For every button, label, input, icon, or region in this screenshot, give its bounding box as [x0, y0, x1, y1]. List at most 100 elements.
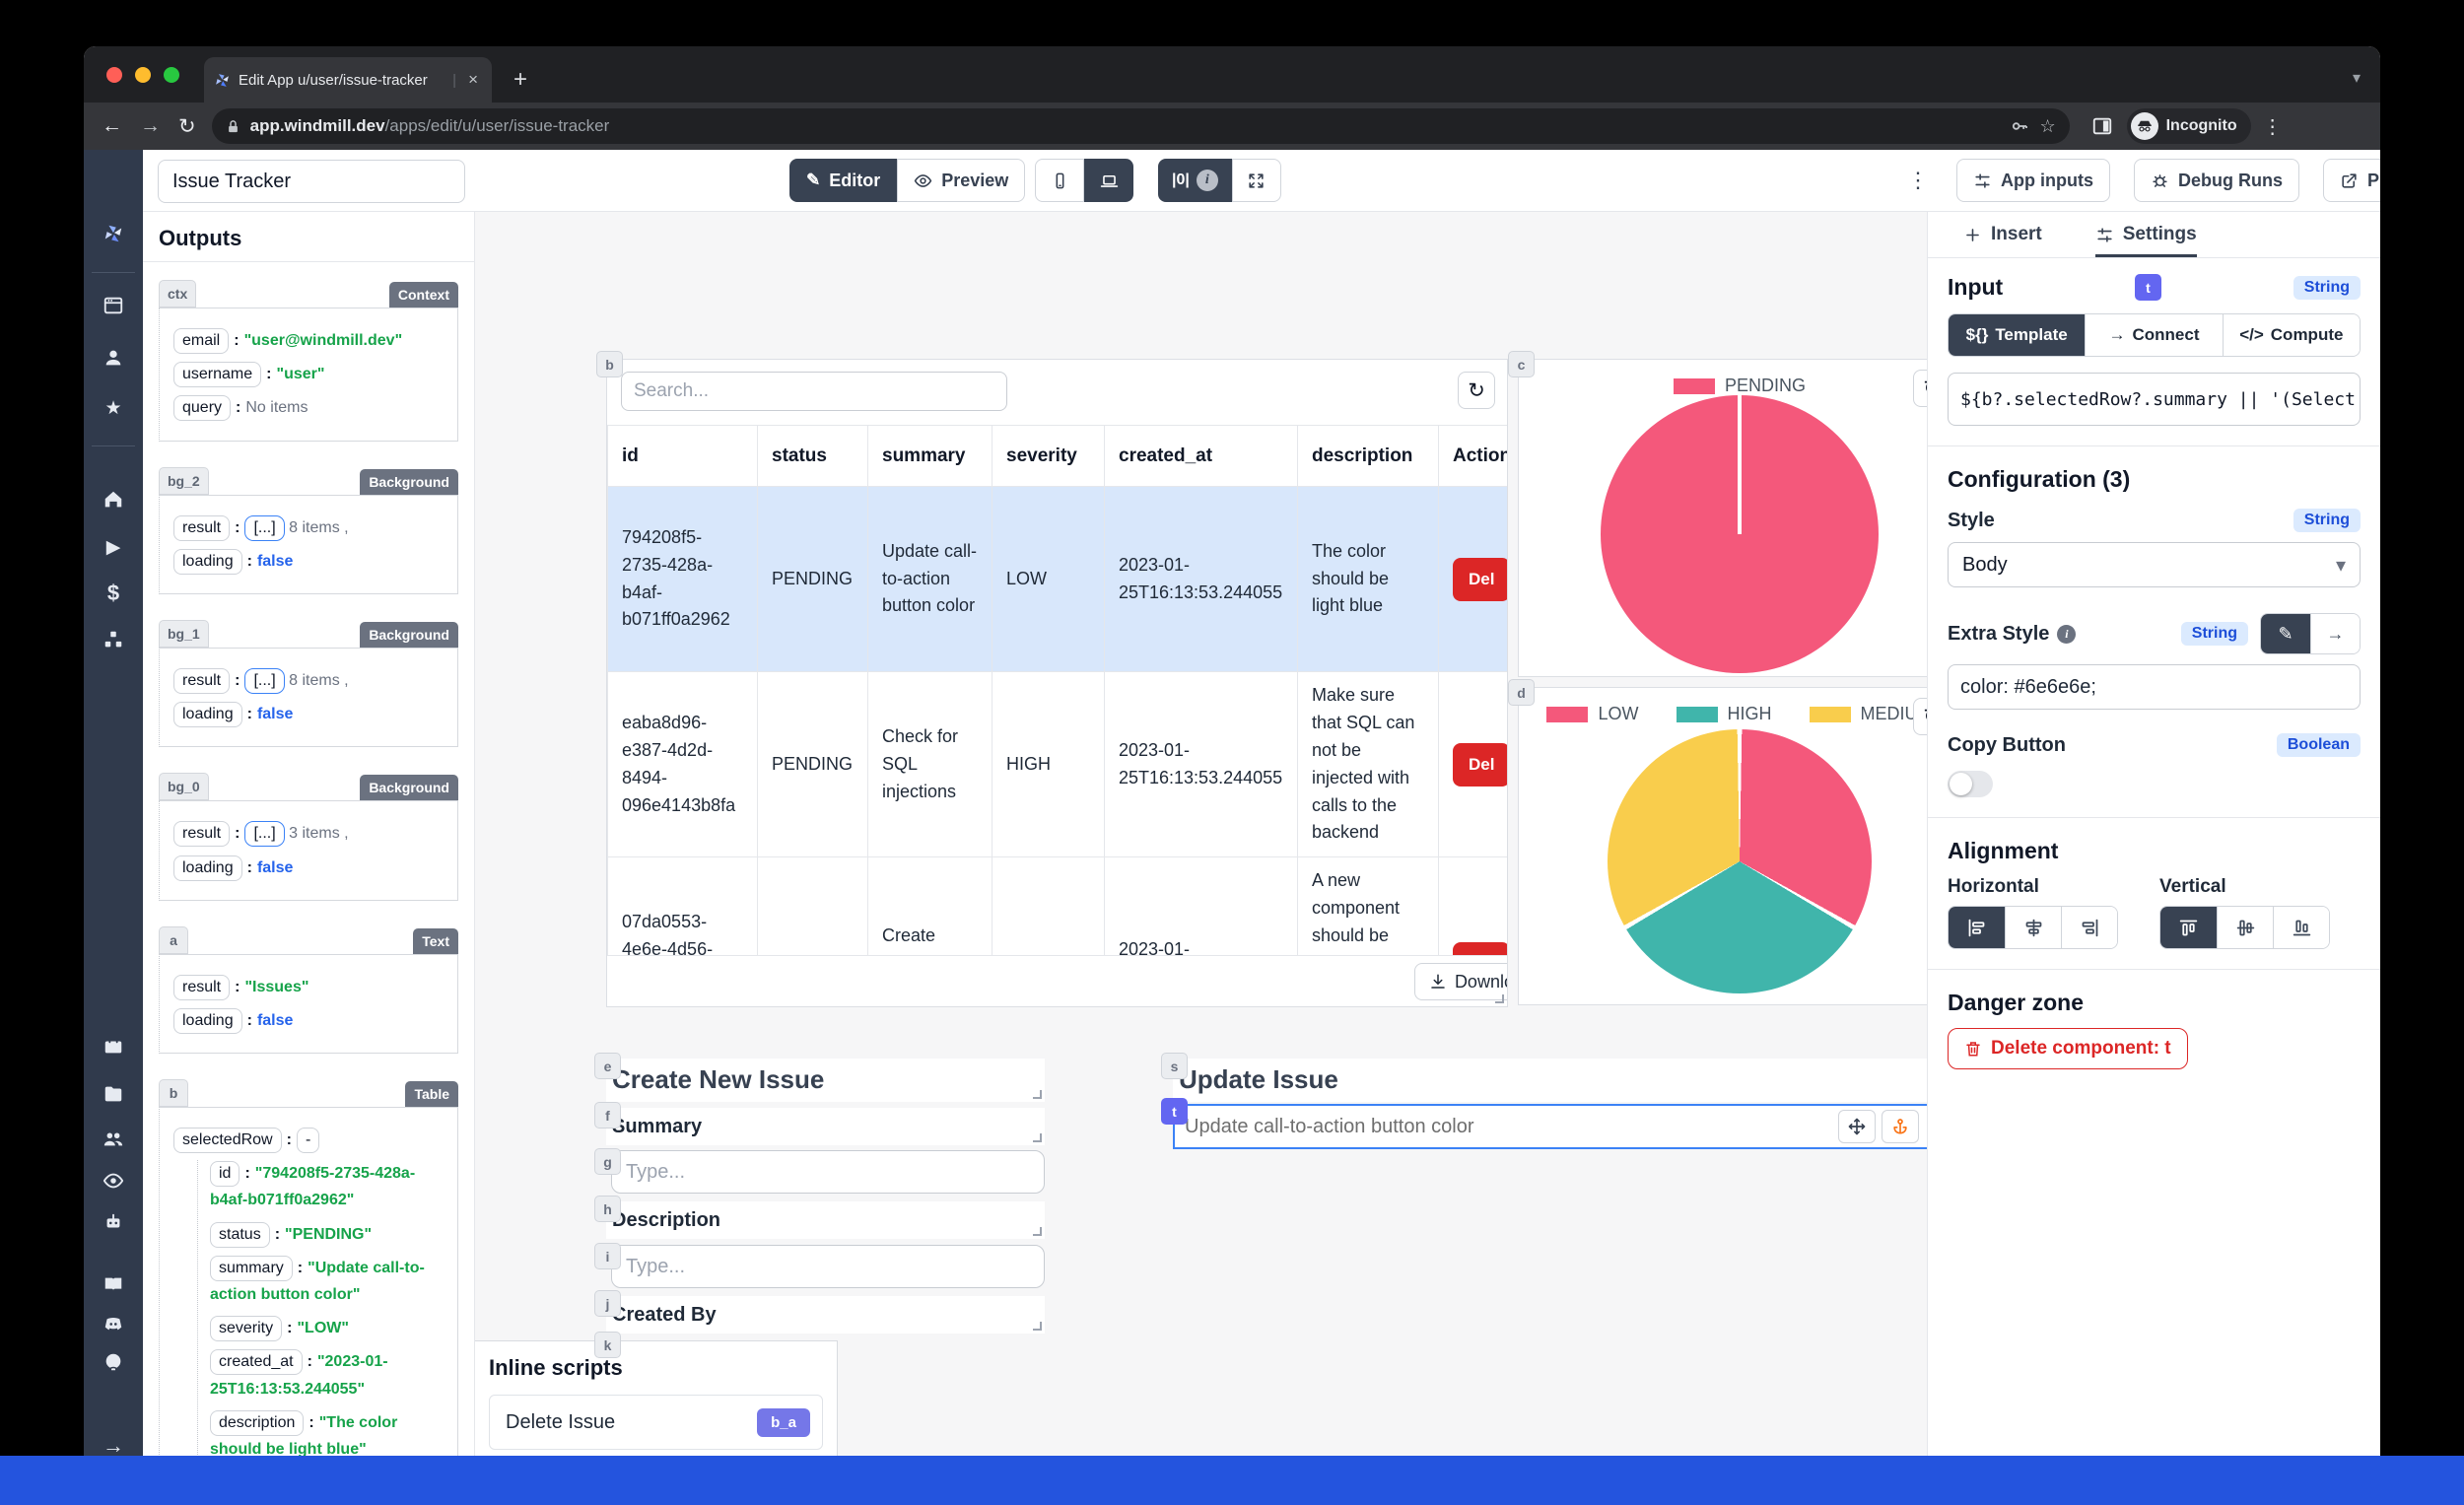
- sidebar-audit-eye-icon[interactable]: [84, 1166, 143, 1196]
- created-by-label-component[interactable]: Created By: [606, 1296, 1045, 1334]
- tab-insert[interactable]: Insert: [1963, 212, 2042, 257]
- component-chip-h[interactable]: h: [594, 1196, 621, 1222]
- sidebar-docs-book-icon[interactable]: [84, 1269, 143, 1299]
- sidebar-home-icon[interactable]: [84, 485, 143, 514]
- back-icon[interactable]: ←: [102, 114, 122, 137]
- column-header-summary[interactable]: summary: [867, 425, 992, 487]
- column-header-status[interactable]: status: [757, 425, 868, 487]
- table-row[interactable]: 794208f5-2735-428a-b4af-b071ff0a2962 PEN…: [607, 486, 1507, 672]
- windmill-logo[interactable]: [84, 219, 143, 248]
- output-key[interactable]: loading: [173, 548, 242, 575]
- severity-pie-chart-component[interactable]: LOW HIGH MEDIUM ↻: [1518, 687, 1927, 1005]
- connect-mode-tab[interactable]: → Connect: [2085, 314, 2223, 356]
- sidebar-schedules-icon[interactable]: [84, 1032, 143, 1061]
- align-right-button[interactable]: [2061, 907, 2117, 948]
- output-key[interactable]: loading: [173, 1007, 242, 1034]
- description-label-component[interactable]: Description: [606, 1201, 1045, 1239]
- output-key[interactable]: result: [173, 821, 231, 848]
- output-key[interactable]: result: [173, 514, 231, 541]
- column-header-action[interactable]: Action: [1438, 425, 1507, 487]
- component-chip-s[interactable]: s: [1161, 1053, 1188, 1079]
- align-center-v-button[interactable]: [2217, 907, 2273, 948]
- status-pie-chart-component[interactable]: PENDING ↻: [1518, 359, 1927, 677]
- publish-button[interactable]: Publish: [2322, 159, 2380, 202]
- copy-button-toggle[interactable]: [1948, 771, 1993, 797]
- output-key[interactable]: summary: [210, 1255, 293, 1281]
- resize-handle[interactable]: [1033, 1227, 1042, 1236]
- component-chip-g[interactable]: g: [594, 1148, 621, 1175]
- delete-row-button[interactable]: Del: [1453, 557, 1507, 601]
- column-header-id[interactable]: id: [607, 425, 758, 487]
- align-center-h-button[interactable]: [2005, 907, 2061, 948]
- style-select[interactable]: Body ▾: [1948, 542, 2361, 587]
- summary-label-component[interactable]: Summary: [606, 1108, 1045, 1145]
- close-tab-icon[interactable]: ×: [468, 70, 478, 89]
- chart-refresh-button[interactable]: ↻: [1913, 370, 1927, 407]
- update-issue-input-selected[interactable]: Update call-to-action button color: [1173, 1104, 1927, 1149]
- resize-handle[interactable]: [1495, 994, 1504, 1003]
- sidebar-collapse-arrow-icon[interactable]: →: [103, 1433, 124, 1456]
- output-id-chip[interactable]: bg_1: [159, 619, 209, 648]
- sidebar-github-icon[interactable]: [84, 1347, 143, 1377]
- chart-refresh-button[interactable]: ↻: [1913, 698, 1927, 735]
- app-inputs-button[interactable]: App inputs: [1956, 159, 2110, 202]
- output-id-chip[interactable]: bg_2: [159, 466, 209, 495]
- component-chip-j[interactable]: j: [594, 1290, 621, 1317]
- sidebar-apps-icon[interactable]: [84, 291, 143, 320]
- desktop-view-button[interactable]: [1084, 159, 1133, 202]
- output-key[interactable]: description: [210, 1409, 305, 1436]
- align-bottom-button[interactable]: [2273, 907, 2329, 948]
- sidebar-resources-icon[interactable]: [84, 625, 143, 654]
- component-chip-c[interactable]: c: [1508, 351, 1535, 377]
- array-token[interactable]: [...]: [244, 514, 285, 541]
- sidebar-groups-icon[interactable]: [84, 1124, 143, 1153]
- component-chip-t-selected[interactable]: t: [1161, 1098, 1188, 1125]
- debug-runs-button[interactable]: Debug Runs: [2133, 159, 2299, 202]
- reload-icon[interactable]: ↻: [178, 114, 196, 138]
- align-left-button[interactable]: [1949, 907, 2005, 948]
- legend-item[interactable]: LOW: [1546, 704, 1639, 724]
- sidebar-workers-icon[interactable]: [84, 1207, 143, 1237]
- update-issue-title-component[interactable]: Update Issue: [1173, 1059, 1927, 1102]
- output-key[interactable]: status: [210, 1221, 270, 1248]
- column-header-description[interactable]: description: [1297, 425, 1439, 487]
- forward-icon[interactable]: →: [140, 114, 161, 137]
- table-component[interactable]: ↻ id status summary severity created_at …: [606, 359, 1508, 1007]
- mobile-view-button[interactable]: [1035, 159, 1084, 202]
- output-key[interactable]: query: [173, 395, 232, 422]
- legend-item[interactable]: MEDIUM: [1809, 704, 1927, 724]
- output-id-chip[interactable]: b: [159, 1079, 188, 1108]
- move-component-button[interactable]: [1838, 1110, 1876, 1143]
- tab-search-chevron-icon[interactable]: ▾: [2352, 70, 2361, 87]
- bookmark-star-icon[interactable]: ☆: [2039, 115, 2056, 136]
- sidebar-star-icon[interactable]: ★: [104, 397, 122, 419]
- output-key[interactable]: username: [173, 362, 262, 388]
- resize-handle[interactable]: [1033, 1322, 1042, 1331]
- component-chip-e[interactable]: e: [594, 1053, 621, 1079]
- split-screen-icon[interactable]: [2091, 115, 2113, 137]
- fullscreen-button[interactable]: [1231, 159, 1281, 202]
- window-controls[interactable]: [106, 67, 179, 83]
- component-chip-i[interactable]: i: [594, 1243, 621, 1269]
- width-constraint-button[interactable]: |0| i: [1158, 159, 1232, 202]
- output-key[interactable]: created_at: [210, 1349, 303, 1376]
- url-text[interactable]: app.windmill.dev/apps/edit/u/user/issue-…: [250, 116, 2001, 136]
- dynamic-connect-button[interactable]: →: [2310, 614, 2360, 653]
- anchor-component-button[interactable]: [1882, 1110, 1919, 1143]
- app-name-input[interactable]: [158, 160, 465, 203]
- summary-input[interactable]: [611, 1150, 1045, 1194]
- column-header-severity[interactable]: severity: [992, 425, 1105, 487]
- browser-tab[interactable]: Edit App u/user/issue-tracker | ×: [204, 57, 492, 103]
- maximize-window-button[interactable]: [164, 67, 179, 83]
- url-bar[interactable]: app.windmill.dev/apps/edit/u/user/issue-…: [211, 108, 2070, 144]
- output-id-chip[interactable]: a: [159, 925, 188, 954]
- output-key[interactable]: loading: [173, 855, 242, 881]
- sidebar-user-icon[interactable]: [84, 343, 143, 373]
- delete-component-button[interactable]: Delete component: t: [1948, 1028, 2188, 1069]
- compute-mode-tab[interactable]: </> Compute: [2222, 314, 2360, 356]
- sidebar-variables-icon[interactable]: $: [106, 581, 120, 605]
- new-tab-button[interactable]: +: [513, 66, 528, 93]
- password-key-icon[interactable]: [2010, 116, 2029, 136]
- array-token[interactable]: [...]: [244, 667, 285, 694]
- output-key[interactable]: id: [210, 1161, 240, 1188]
